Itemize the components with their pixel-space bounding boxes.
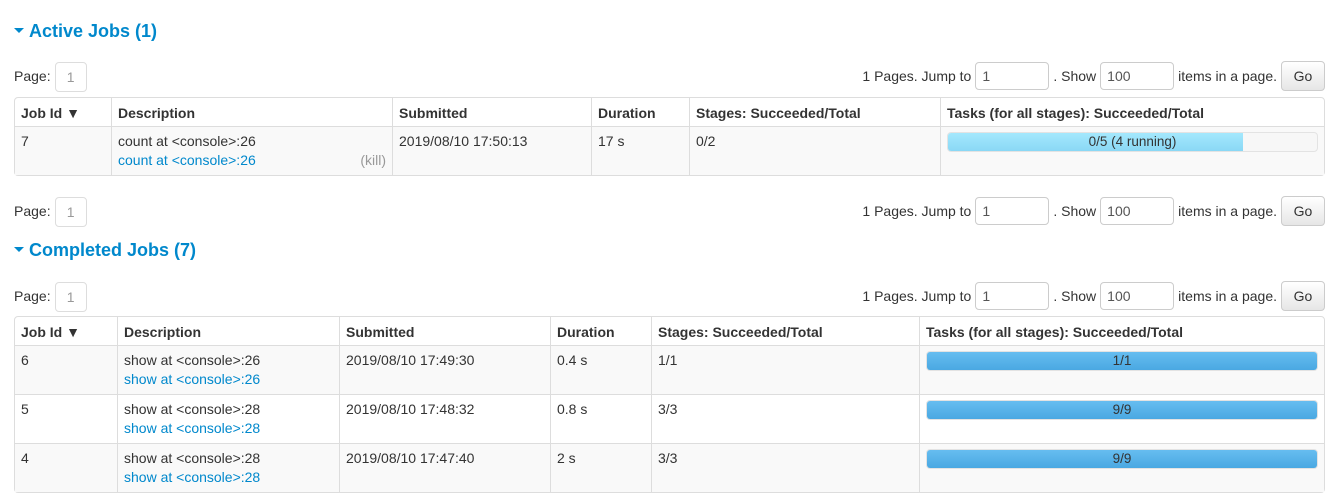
page-size-input[interactable] — [1100, 197, 1175, 225]
job-id: 6 — [15, 345, 117, 394]
running-progress-fill — [948, 133, 1244, 151]
job-description: show at <console>:28 — [124, 401, 261, 417]
caret-down-icon — [14, 246, 24, 252]
items-text: items in a page. — [1178, 68, 1277, 84]
column-header[interactable]: Duration — [591, 98, 689, 126]
tasks-count: 9/9 — [1112, 402, 1132, 417]
pages-text: 1 Pages. Jump to — [862, 68, 972, 84]
submitted-time: 2019/08/10 17:49:30 — [339, 345, 550, 394]
caret-down-icon — [14, 27, 24, 33]
jump-to-input[interactable] — [975, 282, 1050, 310]
pages-text: 1 Pages. Jump to — [862, 203, 972, 219]
show-text: . Show — [1053, 68, 1097, 84]
tasks-progress-bar: 0/5 (4 running) — [947, 132, 1318, 152]
tasks-count: 9/9 — [1112, 451, 1132, 466]
active-jobs-table: Job Id ▼ Description Submitted Duration Stag… — [14, 97, 1325, 176]
table-row: 4 show at <console>:28 show at <console>:… — [15, 443, 1324, 492]
page-link[interactable]: 1 — [54, 62, 87, 93]
active-jobs-pager-bottom: Page:1 1 Pages. Jump to . Show items in a … — [14, 196, 1325, 228]
stages-count: 3/3 — [651, 394, 919, 443]
duration: 2 s — [550, 443, 651, 492]
submitted-time: 2019/08/10 17:48:32 — [339, 394, 550, 443]
page-label: Page: — [14, 203, 51, 219]
items-text: items in a page. — [1178, 288, 1277, 304]
succeeded-progress-fill — [927, 352, 1317, 370]
tasks-count: 1/1 — [1112, 353, 1132, 368]
jump-to-input[interactable] — [975, 197, 1050, 225]
job-id: 7 — [15, 126, 111, 175]
pages-text: 1 Pages. Jump to — [862, 288, 972, 304]
stages-count: 1/1 — [651, 345, 919, 394]
column-header[interactable]: Submitted — [392, 98, 591, 126]
show-text: . Show — [1053, 288, 1097, 304]
page-size-input[interactable] — [1100, 62, 1175, 90]
active-jobs-toggle[interactable]: Active Jobs (1) — [14, 21, 157, 42]
column-header[interactable]: Description — [111, 98, 392, 126]
tasks-progress-bar: 9/9 — [926, 449, 1318, 469]
job-link[interactable]: show at <console>:28 — [124, 469, 261, 485]
column-header[interactable]: Tasks (for all stages): Succeeded/Total — [940, 98, 1324, 126]
page-size-input[interactable] — [1100, 282, 1175, 310]
table-row: 7 count at <console>:26 count at <console… — [15, 126, 1324, 175]
job-id: 5 — [15, 394, 117, 443]
job-link[interactable]: count at <console>:26 — [118, 152, 256, 168]
show-text: . Show — [1053, 203, 1097, 219]
column-header[interactable]: Stages: Succeeded/Total — [651, 317, 919, 345]
kill-link[interactable]: (kill) — [360, 152, 386, 168]
page-link[interactable]: 1 — [54, 282, 87, 313]
section-title: Completed Jobs (7) — [29, 240, 197, 260]
job-description: show at <console>:26 — [124, 352, 261, 368]
duration: 0.4 s — [550, 345, 651, 394]
job-id: 4 — [15, 443, 117, 492]
page-label: Page: — [14, 68, 51, 84]
succeeded-progress-fill — [927, 450, 1317, 468]
tasks-progress-bar: 9/9 — [926, 400, 1318, 420]
go-button[interactable]: Go — [1281, 196, 1325, 226]
go-button[interactable]: Go — [1281, 61, 1325, 91]
completed-jobs-toggle[interactable]: Completed Jobs (7) — [14, 240, 196, 261]
page-label: Page: — [14, 288, 51, 304]
column-header[interactable]: Job Id ▼ — [21, 324, 80, 340]
column-header[interactable]: Stages: Succeeded/Total — [689, 98, 940, 126]
table-row: 5 show at <console>:28 show at <console>:… — [15, 394, 1324, 443]
section-title: Active Jobs (1) — [29, 21, 158, 41]
column-header[interactable]: Description — [117, 317, 339, 345]
items-text: items in a page. — [1178, 203, 1277, 219]
stages-count: 0/2 — [689, 126, 940, 175]
tasks-count: 0/5 (4 running) — [1088, 134, 1177, 149]
column-header[interactable]: Tasks (for all stages): Succeeded/Total — [919, 317, 1324, 345]
submitted-time: 2019/08/10 17:47:40 — [339, 443, 550, 492]
jump-to-input[interactable] — [975, 62, 1050, 90]
column-header[interactable]: Duration — [550, 317, 651, 345]
duration: 0.8 s — [550, 394, 651, 443]
column-header[interactable]: Submitted — [339, 317, 550, 345]
succeeded-progress-fill — [927, 401, 1317, 419]
job-link[interactable]: show at <console>:28 — [124, 420, 261, 436]
job-description: show at <console>:28 — [124, 450, 261, 466]
column-header[interactable]: Job Id ▼ — [21, 105, 80, 121]
active-jobs-pager-top: Page:1 1 Pages. Jump to . Show items in a … — [14, 61, 1325, 93]
job-description: count at <console>:26 — [118, 133, 256, 149]
duration: 17 s — [591, 126, 689, 175]
page-link[interactable]: 1 — [54, 197, 87, 228]
stages-count: 3/3 — [651, 443, 919, 492]
completed-jobs-pager-top: Page:1 1 Pages. Jump to . Show items in a … — [14, 281, 1325, 313]
completed-jobs-table: Job Id ▼ Description Submitted Duration Stag… — [14, 316, 1325, 493]
go-button[interactable]: Go — [1281, 281, 1325, 311]
table-row: 6 show at <console>:26 show at <console>:… — [15, 345, 1324, 394]
job-link[interactable]: show at <console>:26 — [124, 371, 261, 387]
submitted-time: 2019/08/10 17:50:13 — [392, 126, 591, 175]
tasks-progress-bar: 1/1 — [926, 351, 1318, 371]
